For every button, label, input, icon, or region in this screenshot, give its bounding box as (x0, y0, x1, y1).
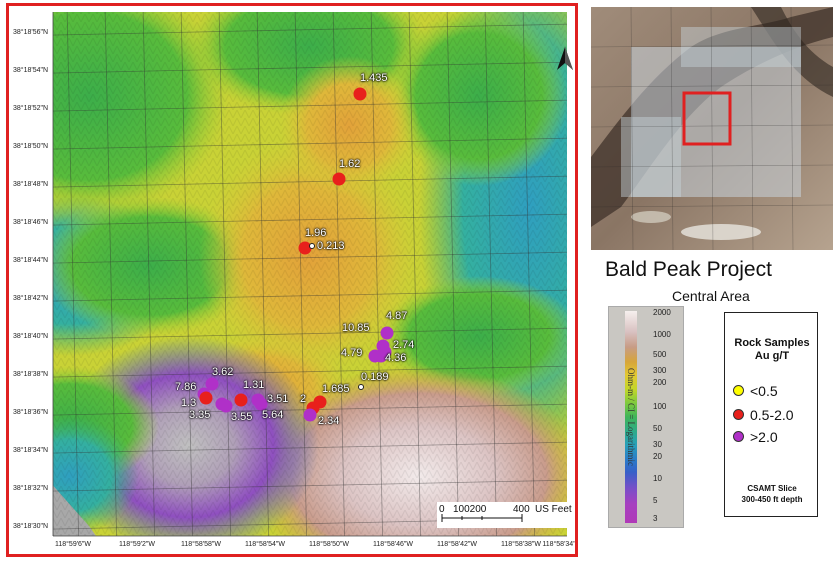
color-scale-tick: 200 (653, 378, 667, 387)
legend-title-text: Rock Samples Au g/T (734, 337, 810, 362)
color-scale-tick: 20 (653, 452, 662, 461)
color-scale-axis-label: Ohm-m / CI = Logarithmic (626, 367, 636, 467)
sample-marker[interactable] (353, 87, 367, 101)
sample-marker[interactable] (254, 397, 268, 411)
sample-label: 1.3 (181, 397, 197, 409)
project-subtitle: Central Area (672, 288, 750, 304)
color-scale-tick: 1000 (653, 330, 671, 339)
scale-bar-graphic (441, 514, 523, 522)
longitude-label: 118°58'34" (542, 541, 576, 548)
inset-highlight-box (682, 91, 732, 146)
scale-bar: 0 100200 400 US Feet (437, 502, 575, 528)
sample-marker[interactable] (205, 377, 219, 391)
longitude-label: 118°58'42"W (437, 541, 477, 548)
sample-label: 1.62 (339, 158, 361, 170)
legend-footer: CSAMT Slice 300-450 ft depth (725, 483, 819, 505)
project-title: Bald Peak Project (605, 258, 772, 281)
sample-label: 7.86 (175, 381, 197, 393)
longitude-label: 118°59'2"W (118, 541, 156, 548)
latitude-label: 38°18'42"N (13, 295, 49, 302)
sample-marker[interactable] (358, 384, 364, 390)
color-scale-tick: 30 (653, 440, 662, 449)
sample-label: 3.35 (189, 409, 211, 421)
longitude-label: 118°58'54"W (245, 541, 285, 548)
sample-label: 2.74 (393, 339, 415, 351)
latitude-label: 38°18'40"N (13, 333, 49, 340)
color-scale-tick: 3 (653, 514, 658, 523)
latitude-label: 38°18'44"N (13, 257, 49, 264)
scale-unit-label: US Feet (535, 504, 572, 515)
sample-label: 3.62 (212, 366, 234, 378)
legend-label: 0.5-2.0 (750, 407, 794, 423)
sample-label: 10.85 (342, 322, 370, 334)
color-scale-tick: 500 (653, 350, 667, 359)
sample-marker[interactable] (332, 172, 346, 186)
sample-label: 1.435 (360, 72, 388, 84)
longitude-label: 118°59'6"W (54, 541, 92, 548)
sample-label: 4.36 (385, 352, 407, 364)
latitude-label: 38°18'52"N (13, 105, 49, 112)
sample-label: 0.213 (317, 240, 345, 252)
sample-markers (197, 87, 394, 422)
sample-marker[interactable] (219, 399, 233, 413)
sample-label: 5.64 (262, 409, 284, 421)
sample-marker[interactable] (298, 241, 312, 255)
latitude-label: 38°18'54"N (13, 67, 49, 74)
longitude-label: 118°58'46"W (373, 541, 413, 548)
sample-label: 1.96 (305, 227, 327, 239)
sample-label: 1.685 (322, 383, 350, 395)
scale-tick-label: 100200 (453, 504, 487, 515)
sample-marker[interactable] (380, 326, 394, 340)
color-scale-tick: 300 (653, 366, 667, 375)
latitude-label: 38°18'38"N (13, 371, 49, 378)
color-scale-tick: 5 (653, 496, 658, 505)
satellite-image (591, 7, 833, 250)
sample-label: 2 (300, 393, 307, 405)
sample-label: 3.51 (267, 393, 289, 405)
legend-swatch-purple (733, 431, 744, 442)
latitude-label: 38°18'34"N (13, 447, 49, 454)
sample-marker[interactable] (199, 391, 213, 405)
latitude-label: 38°18'46"N (13, 219, 49, 226)
sample-label: 1.31 (243, 379, 265, 391)
csamt-resistivity-map (9, 6, 575, 554)
sample-marker[interactable] (368, 349, 382, 363)
csamt-map-panel[interactable]: 38°18'56"N 38°18'54"N 38°18'52"N 38°18'5… (6, 3, 578, 557)
scale-tick-label: 0 (439, 504, 445, 515)
latitude-label: 38°18'32"N (13, 485, 49, 492)
legend-title: Rock Samples Au g/T (725, 337, 819, 363)
latitude-label: 38°18'50"N (13, 143, 49, 150)
sample-label: 2.34 (318, 415, 340, 427)
color-scale-tick: 10 (653, 474, 662, 483)
resistivity-color-scale: Ohm-m / CI = Logarithmic 2000 1000 500 3… (608, 306, 684, 528)
color-scale-tick: 100 (653, 402, 667, 411)
color-scale-gradient (625, 311, 637, 523)
color-scale-tick: 50 (653, 424, 662, 433)
inset-location-map[interactable] (591, 7, 833, 250)
scale-tick-label: 400 (513, 504, 530, 515)
legend-footer-text: CSAMT Slice 300-450 ft depth (741, 484, 803, 504)
legend-swatch-red (733, 409, 744, 420)
longitude-label: 118°58'58"W (181, 541, 221, 548)
longitude-label: 118°58'38"W (501, 541, 541, 548)
sample-label: 3.55 (231, 411, 253, 423)
legend-swatch-yellow (733, 385, 744, 396)
sample-marker[interactable] (309, 243, 315, 249)
longitude-label: 118°58'50"W (309, 541, 349, 548)
legend: Rock Samples Au g/T <0.5 0.5-2.0 >2.0 CS… (724, 312, 818, 517)
color-scale-tick: 2000 (653, 308, 671, 317)
sample-marker[interactable] (234, 393, 248, 407)
sample-label: 4.87 (386, 310, 408, 322)
legend-label: <0.5 (750, 383, 778, 399)
sample-label: 0.189 (361, 371, 389, 383)
sample-marker[interactable] (303, 408, 317, 422)
legend-label: >2.0 (750, 429, 778, 445)
latitude-label: 38°18'48"N (13, 181, 49, 188)
sample-label: 4.79 (341, 347, 363, 359)
latitude-label: 38°18'30"N (13, 523, 49, 530)
latitude-label: 38°18'56"N (13, 29, 49, 36)
north-arrow-icon (557, 47, 573, 70)
sample-marker[interactable] (378, 345, 392, 359)
latitude-label: 38°18'36"N (13, 409, 49, 416)
